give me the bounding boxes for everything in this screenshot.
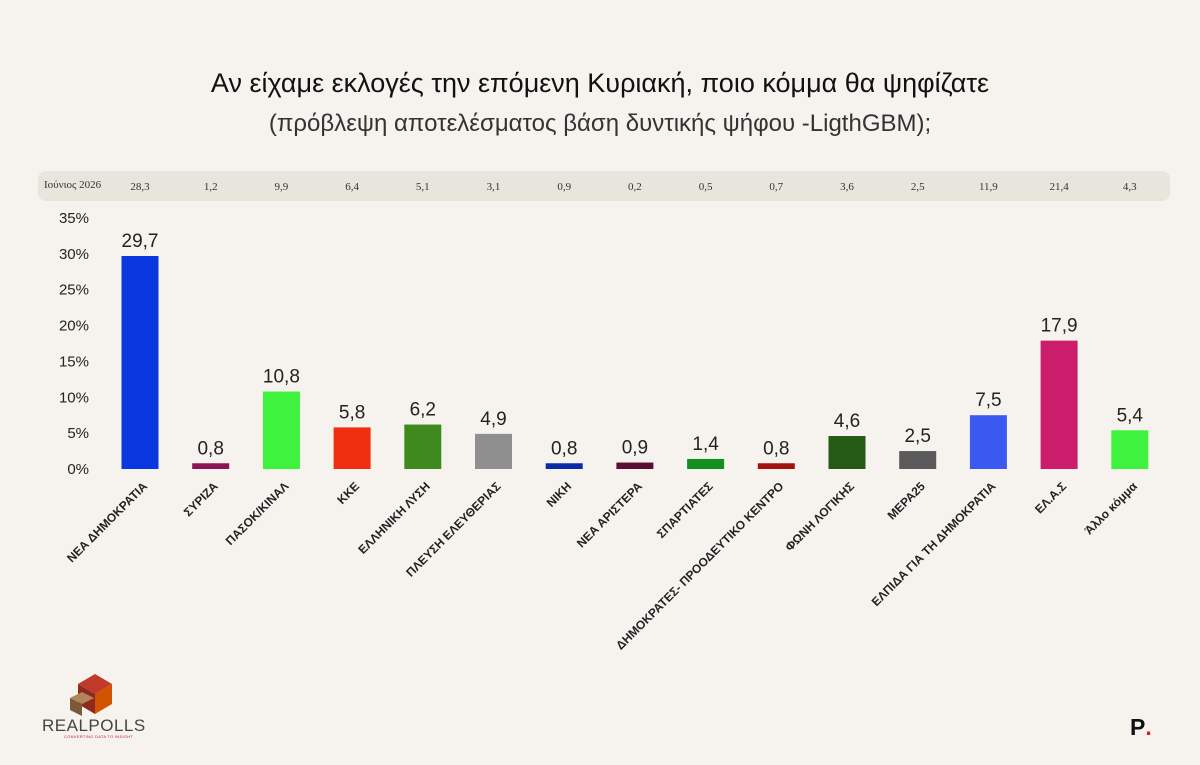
x-category-label: ΠΑΣΟΚ/ΚΙΝΑΛ	[223, 479, 292, 548]
realpolls-logo-icon	[70, 674, 112, 716]
bar-value-label: 10,8	[263, 367, 300, 388]
bar-value-label: 4,9	[480, 409, 506, 430]
publisher-mark: P.	[1130, 714, 1152, 741]
x-category-label: ΝΕΑ ΔΗΜΟΚΡΑΤΙΑ	[64, 479, 150, 565]
y-tick-label: 25%	[59, 282, 89, 299]
previous-value: 0,9	[557, 181, 571, 193]
bar-value-label: 2,5	[904, 426, 930, 447]
previous-value: 3,1	[487, 181, 501, 193]
x-category-label: ΕΛ.Α.Σ	[1032, 479, 1069, 516]
previous-values-group: 28,3 1,2 9,9 6,4 5,1 3,1 0,9 0,2 0,5 0,7 3,6 2,5 11,…	[130, 181, 1137, 193]
y-tick-label: 35%	[59, 210, 89, 227]
bar	[828, 436, 866, 469]
x-category-label: ΣΠΑΡΤΙΑΤΕΣ	[654, 479, 716, 541]
previous-value: 2,5	[911, 181, 925, 193]
bar-value-label: 6,2	[410, 400, 436, 421]
bar-value-label: 5,8	[339, 402, 365, 423]
realpolls-tagline: CONVERTING DATA TO INSIGHT	[64, 734, 134, 739]
previous-value: 6,4	[345, 181, 359, 193]
x-category-label: ΦΩΝΗ ΛΟΓΙΚΗΣ	[782, 479, 857, 554]
bar	[545, 463, 583, 469]
bar	[1111, 430, 1149, 469]
y-tick-label: 5%	[67, 425, 89, 442]
previous-value: 21,4	[1049, 181, 1069, 193]
x-category-label: Άλλο κόμμα	[1082, 479, 1141, 538]
bar	[899, 451, 937, 469]
bar-chart: 28,3 1,2 9,9 6,4 5,1 3,1 0,9 0,2 0,5 0,7 3,6 2,5 11,…	[59, 181, 1149, 653]
bar	[121, 256, 159, 469]
previous-value: 9,9	[275, 181, 289, 193]
y-tick-label: 20%	[59, 318, 89, 335]
realpolls-logo-text: REALPOLLS	[42, 716, 146, 735]
x-axis-labels: ΝΕΑ ΔΗΜΟΚΡΑΤΙΑ ΣΥΡΙΖΑ ΠΑΣΟΚ/ΚΙΝΑΛ ΚΚΕΕΛΛΗΝΙ…	[64, 479, 1140, 653]
x-category-label: ΣΥΡΙΖΑ	[181, 479, 221, 519]
previous-value: 4,3	[1123, 181, 1137, 193]
bar-value-label: 1,4	[692, 434, 719, 455]
x-category-label: ΕΛΛΗΝΙΚΗ ΛΥΣΗ	[355, 479, 433, 557]
bar	[616, 462, 654, 469]
bar-value-label: 0,8	[763, 438, 789, 459]
y-axis: 0% 5% 10% 15% 20% 25% 30% 35%	[59, 210, 89, 478]
bar-value-label: 5,4	[1117, 405, 1144, 426]
x-category-label: ΚΚΕ	[334, 479, 362, 507]
y-tick-label: 15%	[59, 353, 89, 370]
bar-value-label: 4,6	[834, 411, 860, 432]
bar	[687, 458, 725, 469]
previous-value: 3,6	[840, 181, 854, 193]
bar-value-label: 7,5	[975, 390, 1001, 411]
bar-value-label: 0,9	[622, 438, 648, 459]
publisher-mark-letter: P	[1130, 714, 1146, 740]
y-tick-label: 30%	[59, 246, 89, 263]
x-category-label: ΔΗΜΟΚΡΑΤΕΣ- ΠΡΟΟΔΕΥΤΙΚΟ ΚΕΝΤΡΟ	[613, 479, 786, 652]
bar-value-label: 0,8	[197, 438, 223, 459]
x-category-label: ΝΕΑ ΑΡΙΣΤΕΡΑ	[574, 479, 645, 550]
x-category-label: ΕΛΠΙΔΑ ΓΙΑ ΤΗ ΔΗΜΟΚΡΑΤΙΑ	[869, 479, 999, 609]
bar-value-label: 17,9	[1041, 316, 1078, 337]
previous-value: 0,7	[769, 181, 783, 193]
previous-value: 28,3	[130, 181, 150, 193]
publisher-mark-dot: .	[1145, 714, 1152, 740]
chart-subtitle: (πρόβλεψη αποτελέσματος βάση δυντικής ψή…	[268, 110, 932, 137]
bar	[1040, 340, 1078, 469]
previous-value: 0,5	[699, 181, 713, 193]
previous-results-label: Ιούνιος 2026	[44, 179, 102, 191]
previous-value: 5,1	[416, 181, 430, 193]
chart-title: Αν είχαμε εκλογές την επόμενη Κυριακή, π…	[210, 68, 990, 98]
bar	[333, 427, 371, 469]
bars-group: 29,7 0,8 10,8 5,8 6,2 4,9 0,8 0,9 1,4 0,8 4,6 2,5 7,…	[121, 231, 1149, 469]
bar	[969, 415, 1007, 469]
bar	[475, 433, 512, 469]
previous-results-row: Ιούνιος 2026	[38, 171, 1170, 201]
previous-value: 11,9	[979, 181, 998, 193]
bar	[262, 391, 300, 469]
bar-value-label: 0,8	[551, 438, 577, 459]
previous-value: 1,2	[204, 181, 218, 193]
x-category-label: ΜΕΡΑ25	[885, 479, 928, 522]
y-tick-label: 0%	[67, 461, 89, 478]
previous-value: 0,2	[628, 181, 642, 193]
bar	[404, 424, 442, 469]
bar-value-label: 29,7	[122, 231, 159, 252]
bar	[192, 463, 230, 469]
x-category-label: ΝΙΚΗ	[544, 479, 575, 510]
y-tick-label: 10%	[59, 389, 89, 406]
bar	[757, 463, 795, 469]
